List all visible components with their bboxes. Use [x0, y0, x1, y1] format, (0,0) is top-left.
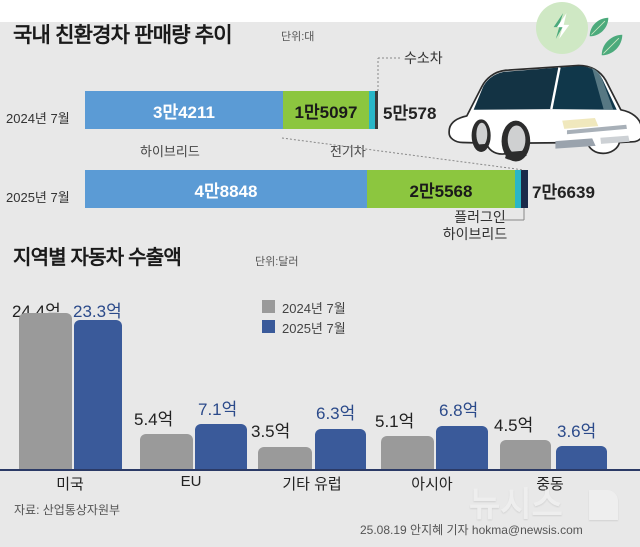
svg-text:뉴시스: 뉴시스 [469, 486, 563, 524]
